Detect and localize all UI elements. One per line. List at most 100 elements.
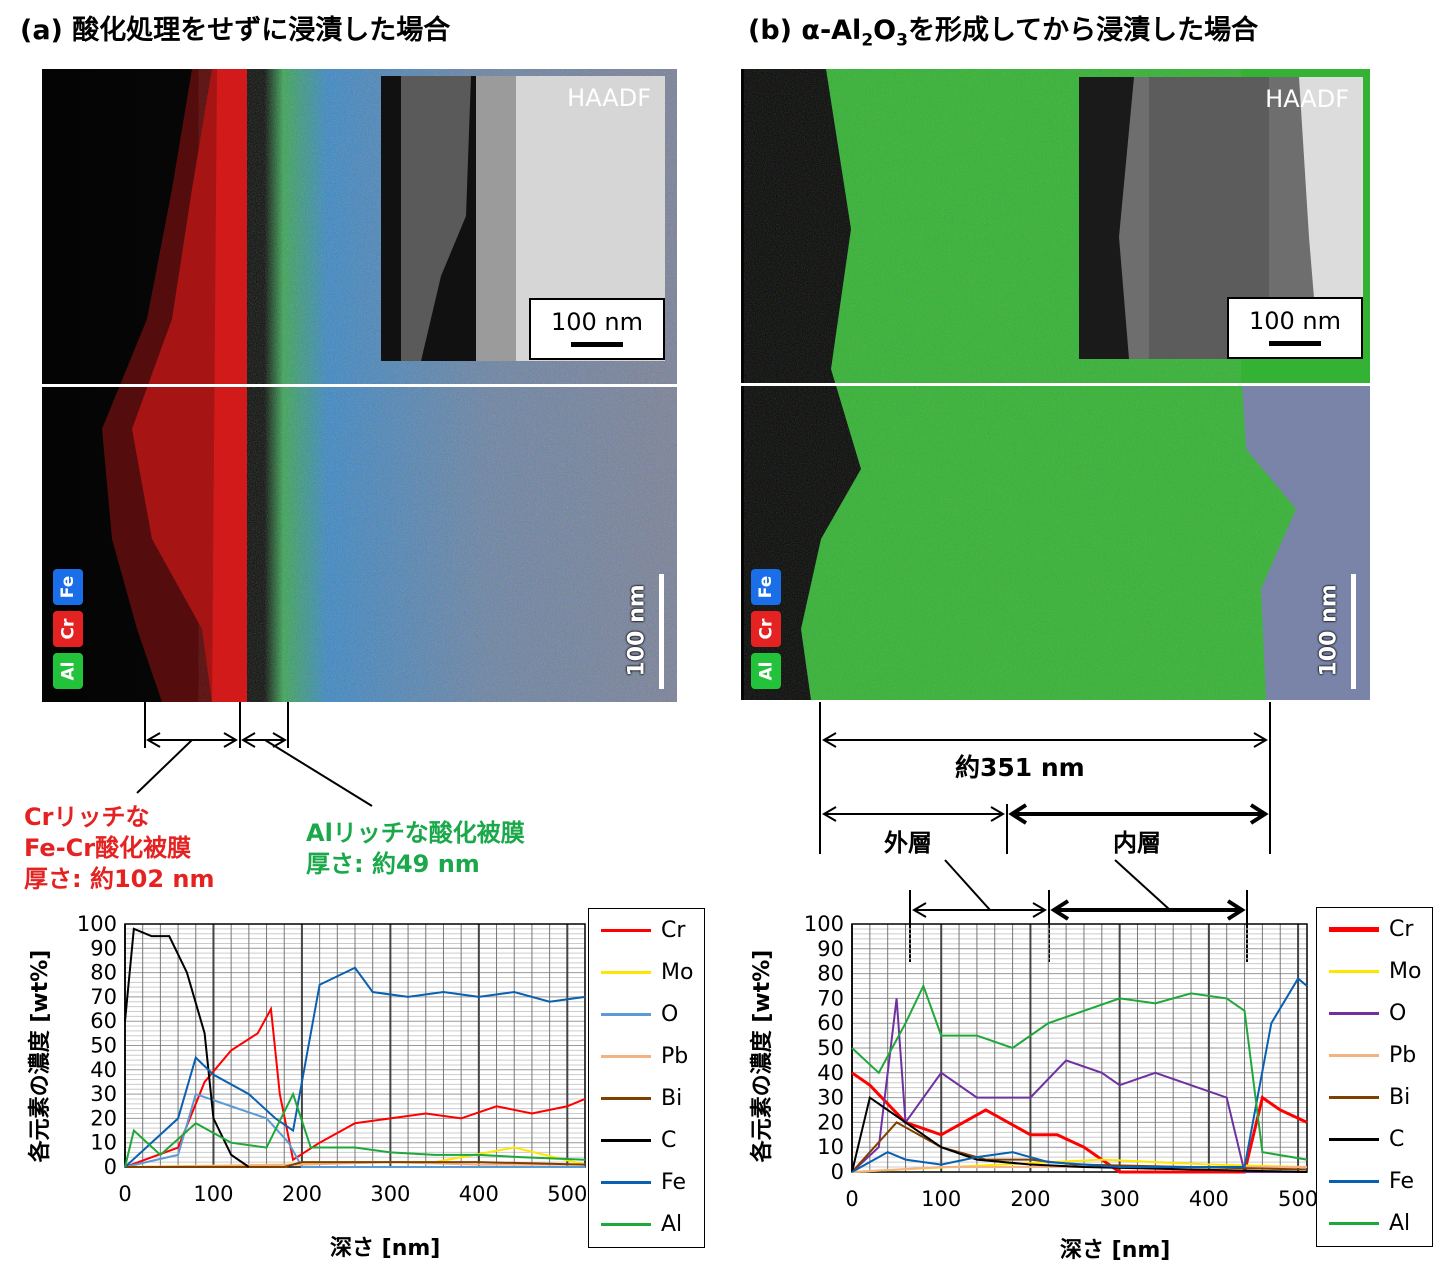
note-cr-rich: Crリッチな Fe-Cr酸化被膜 厚さ: 約102 nm bbox=[24, 802, 215, 895]
map-b-divider bbox=[741, 383, 1370, 386]
chart-b-ytick: 10 bbox=[817, 1135, 844, 1159]
chart-a-ytick: 30 bbox=[90, 1082, 117, 1106]
chart-a-xtick: 500 bbox=[547, 1182, 587, 1206]
map-a-divider bbox=[42, 384, 677, 387]
chart-b-xtick: 100 bbox=[921, 1187, 961, 1211]
chart-a-xtick: 0 bbox=[118, 1182, 131, 1206]
legend-a-c-swatch bbox=[601, 1138, 651, 1142]
tag-fe-b: Fe bbox=[751, 569, 781, 605]
chart-b-series-cr bbox=[851, 1071, 1308, 1174]
legend-b-pb-swatch bbox=[1329, 1053, 1379, 1057]
legend-a-o-swatch bbox=[601, 1012, 651, 1016]
chart-a-ytick: 90 bbox=[90, 936, 117, 960]
legend-a-bi-swatch bbox=[601, 1096, 651, 1100]
inset-scale-text-a: 100 nm bbox=[550, 308, 644, 336]
outer-layer-label: 外層 bbox=[884, 829, 932, 857]
chart-b-legend: Cr Mo O Pb Bi C Fe Al bbox=[1316, 907, 1433, 1247]
map-scale-text-b: 100 nm bbox=[1316, 584, 1342, 677]
chart-a-xtick: 200 bbox=[282, 1182, 322, 1206]
note-cr-line2: Fe-Cr酸化被膜 bbox=[24, 834, 192, 862]
map-scale-bar-b bbox=[1351, 574, 1356, 689]
legend-a-mo: Mo bbox=[589, 957, 704, 987]
panel-b-title-prefix: (b) α-Al bbox=[748, 15, 862, 46]
chart-b-ytick: 30 bbox=[817, 1086, 844, 1110]
inset-scale-box-b: 100 nm bbox=[1227, 297, 1363, 359]
chart-b-xtick: 400 bbox=[1189, 1187, 1229, 1211]
tag-cr-a: Cr bbox=[53, 611, 83, 647]
legend-b-c: C bbox=[1317, 1124, 1432, 1154]
chart-b-series-o bbox=[851, 998, 1307, 1173]
legend-b-mo-swatch bbox=[1329, 969, 1379, 973]
legend-b-fe-swatch bbox=[1329, 1179, 1379, 1183]
legend-b-fe: Fe bbox=[1317, 1166, 1432, 1196]
inset-scale-text-b: 100 nm bbox=[1248, 307, 1342, 335]
eds-map-a: HAADF 100 nm Fe Cr Al 100 nm bbox=[42, 69, 677, 702]
tag-fe-a: Fe bbox=[53, 569, 83, 605]
panel-b-title-sub1: 2 bbox=[861, 30, 874, 51]
annotation-a bbox=[136, 702, 373, 807]
chart-b-ytick: 90 bbox=[817, 937, 844, 961]
chart-b-xtick: 200 bbox=[1010, 1187, 1050, 1211]
chart-a-ytick: 50 bbox=[90, 1034, 117, 1058]
chart-a-series-c bbox=[124, 927, 250, 1168]
inset-scale-bar-b bbox=[1269, 341, 1321, 346]
chart-b-xtick: 500 bbox=[1278, 1187, 1318, 1211]
chart-a-xtick: 400 bbox=[459, 1182, 499, 1206]
chart-b-ytick: 70 bbox=[817, 986, 844, 1010]
chart-a-series-bi bbox=[125, 1161, 586, 1168]
legend-a-cr: Cr bbox=[589, 915, 704, 945]
inset-scale-box-a: 100 nm bbox=[529, 298, 665, 360]
legend-a-fe-swatch bbox=[601, 1180, 651, 1184]
chart-a-ytick: 80 bbox=[90, 961, 117, 985]
panel-b-title: (b) α-Al2O3を形成してから浸漬した場合 bbox=[748, 8, 1258, 50]
chart-a-series-cr bbox=[124, 1005, 586, 1168]
chart-b-ytick: 100 bbox=[804, 912, 844, 936]
note-al-line2: 厚さ: 約49 nm bbox=[306, 850, 480, 878]
legend-a-c: C bbox=[589, 1125, 704, 1155]
inner-layer-label: 内層 bbox=[1113, 829, 1161, 857]
chart-b-ytick: 20 bbox=[817, 1110, 844, 1134]
legend-a-pb: Pb bbox=[589, 1041, 704, 1071]
panel-b-title-suffix: を形成してから浸漬した場合 bbox=[907, 15, 1259, 46]
note-al-rich: Alリッチな酸化被膜 厚さ: 約49 nm bbox=[306, 818, 525, 880]
legend-b-o-swatch bbox=[1329, 1011, 1379, 1015]
note-cr-line3: 厚さ: 約102 nm bbox=[24, 865, 215, 893]
legend-b-o: O bbox=[1317, 998, 1432, 1028]
legend-a-bi: Bi bbox=[589, 1083, 704, 1113]
legend-a-al: Al bbox=[589, 1209, 704, 1239]
chart-a-ytick: 70 bbox=[90, 985, 117, 1009]
map-scale-bar-a bbox=[659, 574, 664, 689]
annotation-b bbox=[819, 702, 1271, 962]
chart-a-legend: Cr Mo O Pb Bi C Fe Al bbox=[588, 908, 705, 1248]
chart-b-xlabel: 深さ [nm] bbox=[1060, 1238, 1171, 1263]
legend-a-o: O bbox=[589, 999, 704, 1029]
tag-al-b: Al bbox=[751, 653, 781, 689]
chart-a-series-al bbox=[124, 1091, 586, 1168]
legend-a-al-swatch bbox=[601, 1222, 651, 1226]
legend-a-cr-swatch bbox=[601, 928, 651, 932]
chart-b-ytick: 80 bbox=[817, 962, 844, 986]
map-scale-b: 100 nm bbox=[1309, 574, 1369, 694]
haadf-inset-a-image bbox=[381, 76, 665, 361]
inset-scale-bar-a bbox=[571, 342, 623, 347]
chart-b-series-fe bbox=[851, 977, 1308, 1173]
haadf-label-b: HAADF bbox=[1265, 85, 1349, 113]
note-al-line1: Alリッチな酸化被膜 bbox=[306, 819, 525, 847]
chart-b-series-al bbox=[851, 983, 1308, 1161]
chart-a-ytick: 20 bbox=[90, 1106, 117, 1130]
panel-b-title-mid: O bbox=[873, 15, 897, 46]
legend-b-al-swatch bbox=[1329, 1221, 1379, 1225]
chart-a-series-fe bbox=[124, 966, 586, 1168]
chart-a-ytick: 100 bbox=[77, 912, 117, 936]
map-scale-a: 100 nm bbox=[617, 574, 677, 694]
chart-b-ytick: 60 bbox=[817, 1011, 844, 1035]
chart-a-ytick: 60 bbox=[90, 1009, 117, 1033]
eds-map-b: HAADF 100 nm Fe Cr Al 100 nm bbox=[741, 69, 1370, 700]
legend-a-pb-swatch bbox=[601, 1054, 651, 1058]
panel-b-title-sub2: 3 bbox=[896, 30, 908, 51]
legend-b-al: Al bbox=[1317, 1208, 1432, 1238]
chart-b-xtick: 0 bbox=[845, 1187, 858, 1211]
haadf-label-a: HAADF bbox=[567, 84, 651, 112]
chart-a-xtick: 300 bbox=[370, 1182, 410, 1206]
